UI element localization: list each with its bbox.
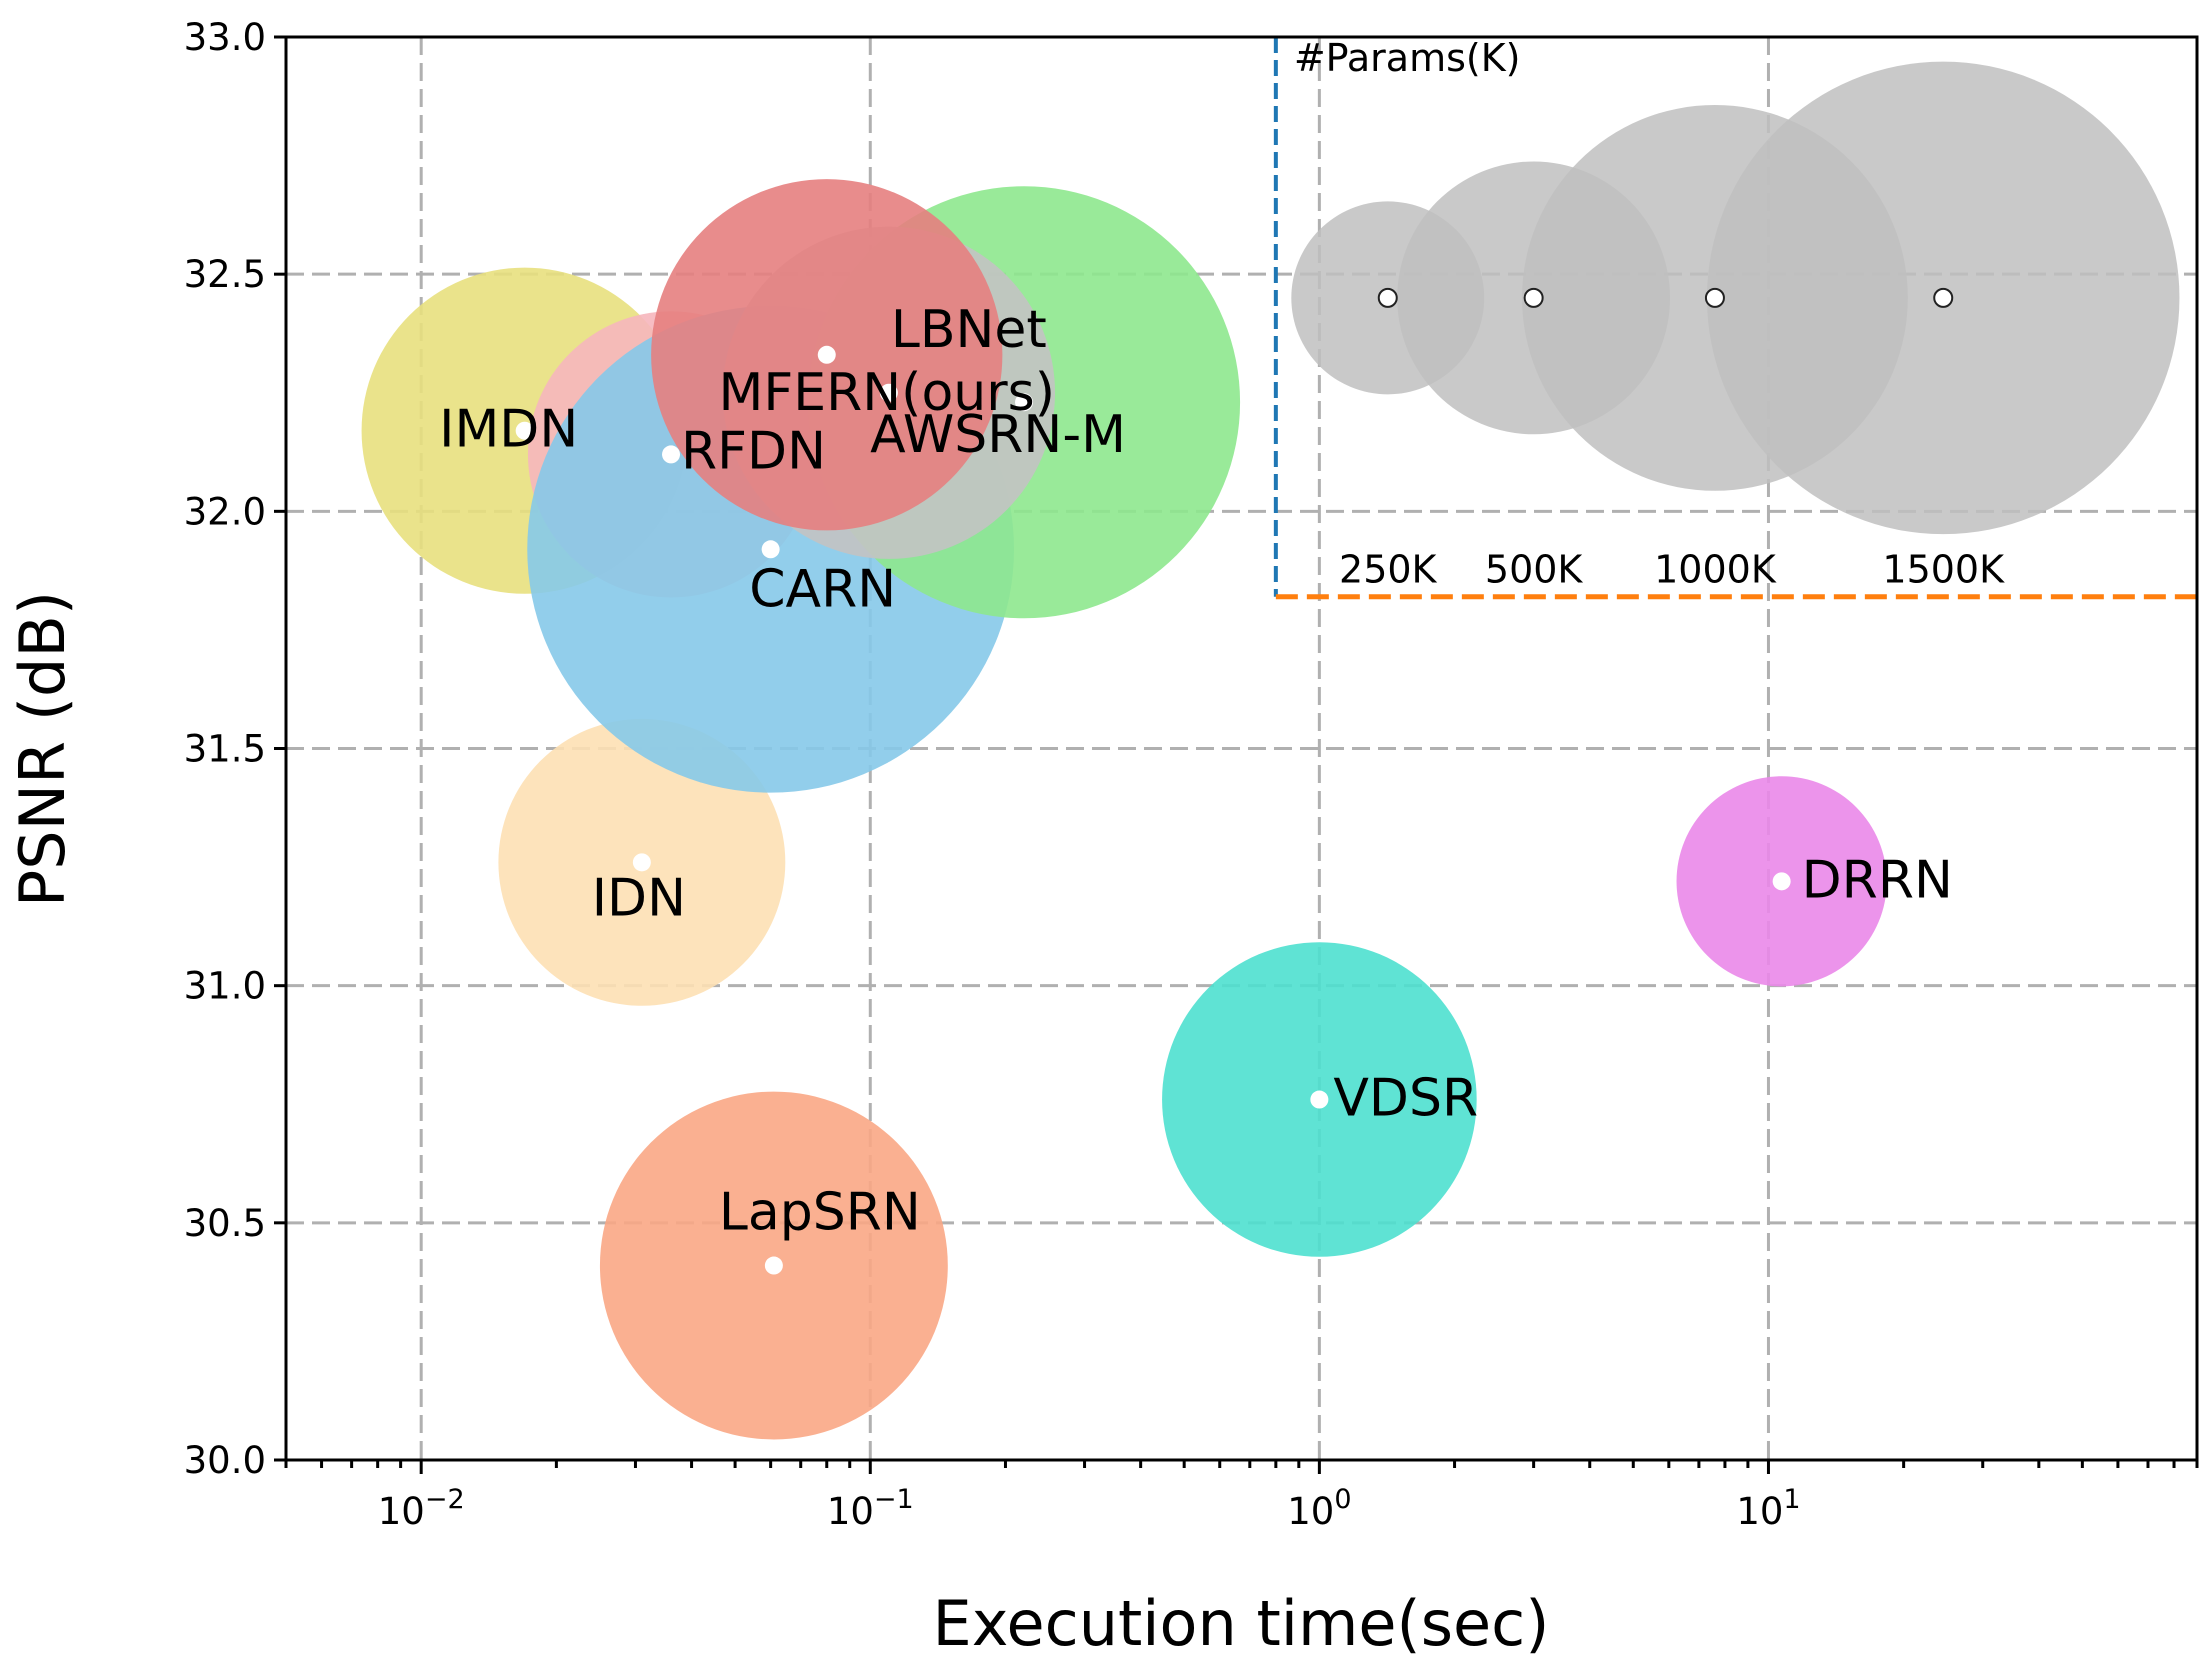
point-rfdn xyxy=(662,445,681,464)
legend-marker-250k xyxy=(1377,287,1398,308)
x-tick-label: 10−1 xyxy=(827,1484,914,1533)
legend-marker-1000k xyxy=(1704,287,1725,308)
x-tick-label: 101 xyxy=(1736,1484,1800,1533)
y-tick-label: 33.0 xyxy=(184,16,266,59)
size-legend-bubbles xyxy=(1291,61,2180,535)
point-mfern-ours xyxy=(817,345,836,364)
point-idn xyxy=(632,853,651,872)
label-imdn: IMDN xyxy=(439,400,578,460)
point-vdsr xyxy=(1310,1090,1329,1109)
legend-marker-1500k xyxy=(1933,287,1954,308)
point-drrn xyxy=(1772,872,1791,891)
legend-size-label-1000k: 1000K xyxy=(1654,548,1777,592)
axis-ticks: 30.0 30.5 31.0 31.5 32.0 32.5 33.0 10−2 10−1 100 1… xyxy=(184,16,2199,1533)
label-drrn: DRRN xyxy=(1802,850,1953,910)
y-axis-title: PSNR (dB) xyxy=(6,591,79,907)
x-tick-label: 10−2 xyxy=(378,1484,465,1533)
label-carn: CARN xyxy=(749,559,896,619)
point-lbnet xyxy=(879,383,898,402)
x-axis-title: Execution time(sec) xyxy=(933,1587,1550,1660)
legend-size-label-1500k: 1500K xyxy=(1882,548,2005,592)
label-awsrn-m: AWSRN-M xyxy=(870,405,1126,465)
y-tick-label: 32.5 xyxy=(184,253,266,296)
x-tick-label: 100 xyxy=(1287,1484,1351,1533)
label-rfdn: RFDN xyxy=(681,421,826,481)
y-tick-label: 31.0 xyxy=(184,965,266,1008)
size-legend: 250K 500K 1000K 1500K #Params(K) xyxy=(1273,36,2197,600)
label-vdsr: VDSR xyxy=(1333,1069,1478,1129)
y-tick-label: 30.5 xyxy=(184,1202,266,1245)
legend-title: #Params(K) xyxy=(1294,36,1521,80)
label-lbnet: LBNet xyxy=(891,300,1047,360)
point-carn xyxy=(761,540,780,559)
point-lapsrn xyxy=(764,1256,783,1275)
y-tick-label: 32.0 xyxy=(184,490,266,533)
y-tick-label: 31.5 xyxy=(184,728,266,771)
label-idn: IDN xyxy=(592,868,686,928)
label-mfern-ours: MFERN(ours) xyxy=(719,363,1055,423)
data-points xyxy=(515,345,1791,1275)
point-imdn xyxy=(515,421,534,440)
point-awsrn-m xyxy=(1015,393,1034,412)
legend-marker-500k xyxy=(1523,287,1544,308)
legend-size-label-500k: 500K xyxy=(1485,548,1584,592)
legend-size-label-250k: 250K xyxy=(1339,548,1438,592)
y-tick-label: 30.0 xyxy=(184,1439,266,1482)
label-lapsrn: LapSRN xyxy=(719,1183,921,1243)
